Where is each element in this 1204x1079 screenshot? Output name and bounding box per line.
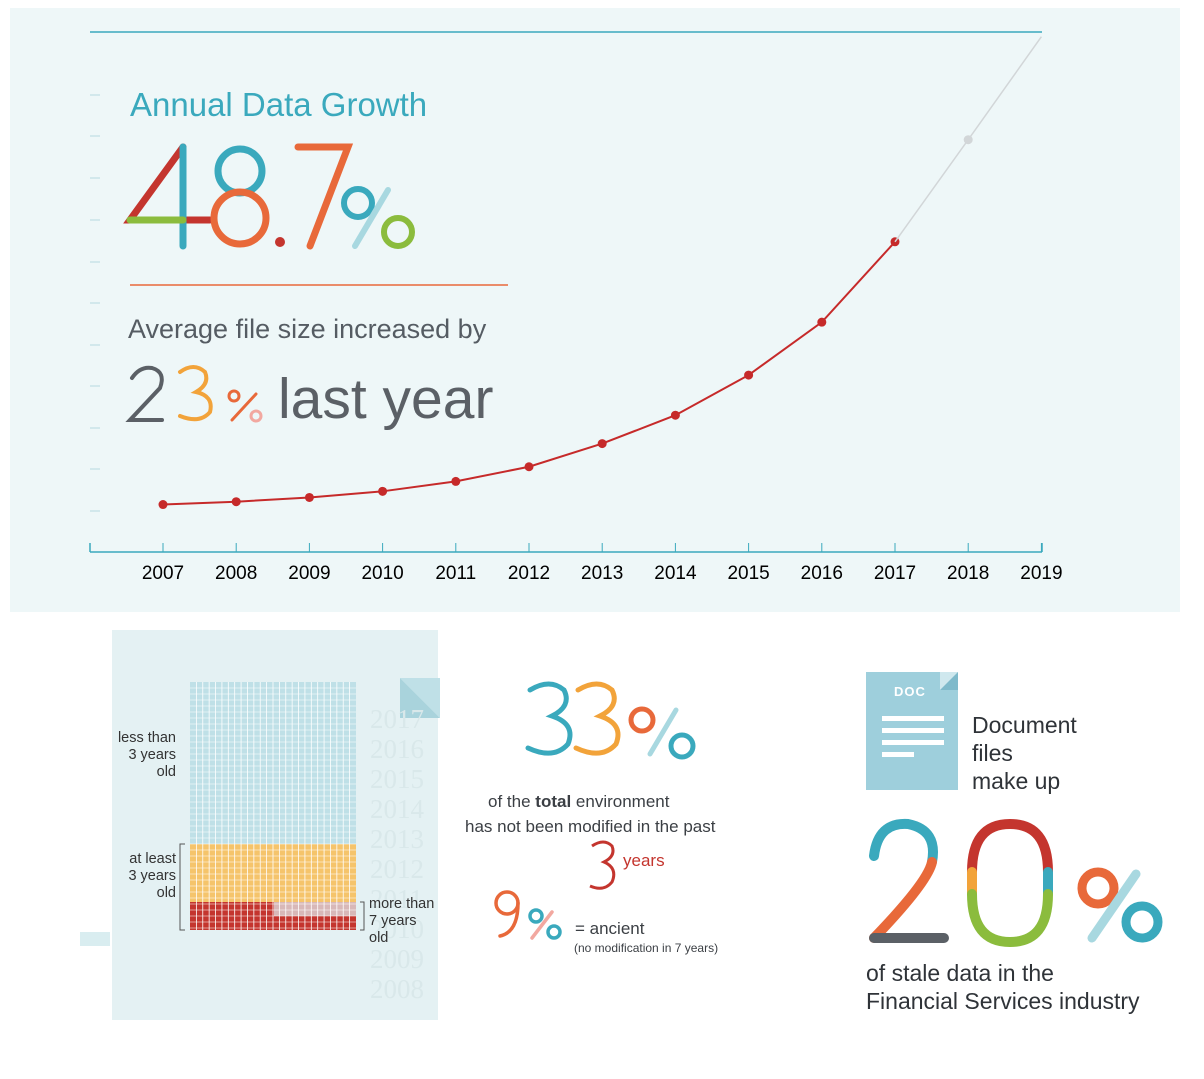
data-point-2016 bbox=[817, 317, 827, 327]
stale-line2: Financial Services industry bbox=[866, 988, 1140, 1014]
data-point-2018 bbox=[963, 135, 973, 145]
x-tick-2012: 2012 bbox=[508, 563, 550, 584]
doc-line-1 bbox=[882, 716, 944, 721]
faint-year-2015: 2015 bbox=[370, 764, 424, 794]
no-mod-text: (no modification in 7 years) bbox=[574, 941, 719, 955]
x-tick-2017: 2017 bbox=[874, 563, 916, 584]
of-the-text: of the bbox=[488, 792, 531, 811]
environment-text: environment bbox=[575, 792, 670, 811]
gt7-line3: old bbox=[369, 930, 389, 946]
ancient-text: = ancient bbox=[575, 919, 645, 938]
x-tick-2007: 2007 bbox=[142, 563, 184, 584]
lt3-line1: less than bbox=[117, 730, 176, 746]
fade-block bbox=[80, 932, 110, 946]
avg-size-label: Average file size increased by bbox=[128, 314, 487, 344]
grid-gt7-red-a bbox=[190, 902, 274, 916]
doc-line-3 bbox=[882, 740, 944, 745]
data-point-2011 bbox=[451, 476, 461, 486]
lt3-line3: old bbox=[156, 764, 176, 780]
x-tick-2019: 2019 bbox=[1020, 563, 1062, 584]
x-tick-2016: 2016 bbox=[801, 563, 843, 584]
lt3-label: less than 3 years old bbox=[114, 730, 176, 781]
al3-line1: at least bbox=[129, 851, 176, 867]
growth-chart-svg: 2007 2008 2009 2010 2011 2012 2013 2014 2015 2016… bbox=[89, 31, 1063, 584]
faint-year-2009: 2009 bbox=[370, 944, 424, 974]
faint-year-2016: 2016 bbox=[370, 734, 424, 764]
data-point-2008 bbox=[231, 497, 241, 507]
faint-year-2012: 2012 bbox=[370, 854, 424, 884]
gt7-label: more than 7 years old bbox=[369, 896, 434, 947]
x-tick-2018: 2018 bbox=[947, 563, 989, 584]
left-ticks bbox=[90, 94, 100, 512]
stale-data-text: of stale data in the Financial Services … bbox=[866, 959, 1140, 1015]
chart-title: Annual Data Growth bbox=[130, 86, 428, 123]
not-modified-text: has not been modified in the past bbox=[465, 817, 716, 836]
data-point-2013 bbox=[597, 439, 607, 449]
data-point-2015 bbox=[744, 370, 754, 380]
growth-pct-graphic bbox=[123, 143, 415, 250]
x-tick-2013: 2013 bbox=[581, 563, 623, 584]
faint-year-2014: 2014 bbox=[370, 794, 425, 824]
x-tick-2008: 2008 bbox=[215, 563, 257, 584]
right-line1: Document bbox=[972, 712, 1077, 738]
years-word: years bbox=[623, 851, 665, 870]
doc-files-text: Document files make up bbox=[972, 711, 1077, 795]
doc-file-corner bbox=[940, 672, 958, 690]
gt7-line2: 7 years bbox=[369, 913, 417, 929]
x-tick-2011: 2011 bbox=[435, 563, 476, 584]
avg-pct-graphic bbox=[125, 365, 263, 423]
faint-year-2010: 2010 bbox=[370, 914, 424, 944]
data-point-2014 bbox=[670, 410, 680, 420]
pct-9-graphic bbox=[494, 890, 562, 940]
pct-20-graphic bbox=[869, 818, 1163, 948]
x-tick-2009: 2009 bbox=[288, 563, 330, 584]
right-line2: files bbox=[972, 740, 1013, 766]
al3-line3: old bbox=[156, 885, 176, 901]
right-line3: make up bbox=[972, 768, 1061, 794]
x-tick-2014: 2014 bbox=[654, 563, 697, 584]
gt7-line1: more than bbox=[369, 896, 435, 912]
doc-line-4 bbox=[882, 752, 914, 757]
al3-line2: 3 years bbox=[128, 868, 176, 884]
lt3-line2: 3 years bbox=[128, 747, 176, 763]
total-text: total bbox=[535, 792, 572, 811]
faint-year-2017: 2017 bbox=[370, 704, 424, 734]
doc-label: DOC bbox=[894, 684, 926, 699]
growth-panel bbox=[10, 8, 1180, 612]
x-tick-2010: 2010 bbox=[361, 563, 403, 584]
x-tick-2015: 2015 bbox=[727, 563, 769, 584]
data-point-2010 bbox=[378, 486, 388, 496]
stale-line1: of stale data in the bbox=[866, 960, 1054, 986]
doc-line-2 bbox=[882, 728, 944, 733]
pct-33-graphic bbox=[525, 681, 696, 760]
faint-year-2008: 2008 bbox=[370, 974, 424, 1004]
data-point-2007 bbox=[158, 500, 168, 510]
of-total-line: of the total environment bbox=[488, 792, 669, 812]
data-point-2009 bbox=[304, 492, 314, 502]
atleast3-label: at least 3 years old bbox=[114, 851, 176, 902]
data-point-2012 bbox=[524, 462, 534, 472]
last-year-label: last year bbox=[278, 367, 494, 431]
faint-year-2013: 2013 bbox=[370, 824, 424, 854]
faint-year-2011: 2011 bbox=[370, 884, 423, 914]
